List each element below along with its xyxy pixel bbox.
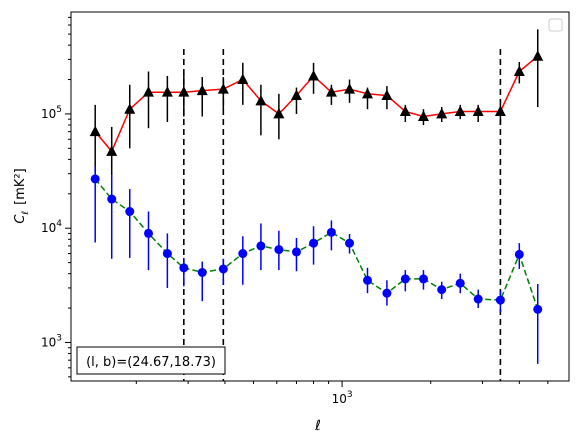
annotation-box: (l, b)=(24.67,18.73) — [76, 346, 226, 375]
axes-frame — [70, 11, 570, 382]
data-point-circle — [382, 288, 392, 298]
data-point-triangle — [178, 86, 190, 97]
y-axis-label-main: C — [13, 214, 28, 224]
annotation-text: (l, b)=(24.67,18.73) — [86, 355, 216, 370]
data-point-triangle — [399, 105, 411, 117]
data-point-triangle — [344, 83, 356, 94]
data-point-circle — [125, 207, 135, 217]
data-point-circle — [274, 245, 284, 255]
data-point-circle — [345, 238, 355, 248]
data-point-circle — [473, 294, 483, 304]
data-point-triangle — [217, 83, 229, 94]
x-tick-label: 103 — [332, 390, 353, 406]
data-point-triangle — [106, 145, 118, 156]
data-point-circle — [107, 194, 117, 204]
data-point-circle — [179, 263, 189, 273]
data-point-triangle — [89, 125, 101, 137]
data-point-circle — [514, 249, 524, 259]
data-point-triangle — [308, 69, 320, 81]
data-point-circle — [418, 274, 428, 284]
x-tick-label-base: 10 — [332, 392, 347, 406]
data-point-triangle — [381, 89, 393, 100]
data-point-circle — [238, 249, 248, 259]
y-tick-label-exponent: 4 — [56, 219, 62, 229]
y-tick-label: 103 — [41, 333, 62, 349]
y-tick-label-exponent: 3 — [56, 333, 62, 343]
data-point-triangle — [513, 65, 525, 77]
data-point-triangle — [255, 94, 267, 106]
data-point-triangle — [273, 107, 285, 119]
data-point-circle — [256, 241, 266, 251]
y-tick-label-base: 10 — [41, 335, 56, 349]
y-tick-label: 104 — [41, 219, 62, 235]
data-point-triangle — [417, 110, 429, 121]
y-tick-label-base: 10 — [41, 107, 56, 121]
y-axis-label: Cℓ [mK²] — [13, 168, 31, 223]
data-point-triangle — [142, 86, 154, 97]
data-point-circle — [495, 295, 505, 305]
data-point-circle — [437, 285, 447, 295]
data-point-triangle — [124, 103, 136, 114]
data-point-circle — [455, 278, 465, 288]
data-point-circle — [162, 249, 172, 259]
data-point-circle — [326, 227, 336, 237]
y-tick-label: 105 — [41, 105, 62, 121]
data-point-triangle — [325, 86, 337, 97]
data-point-circle — [533, 304, 543, 314]
data-point-triangle — [436, 107, 448, 119]
data-point-triangle — [532, 50, 544, 61]
y-axis-label-sub: ℓ — [21, 211, 31, 216]
series-2 — [90, 166, 543, 364]
data-point-circle — [143, 228, 153, 238]
data-point-circle — [400, 274, 410, 284]
data-point-triangle — [454, 105, 466, 117]
data-point-triangle — [290, 89, 302, 100]
data-point-circle — [197, 267, 207, 277]
data-point-triangle — [237, 73, 249, 85]
y-tick-label-base: 10 — [41, 221, 56, 235]
data-point-triangle — [494, 105, 506, 117]
data-point-circle — [362, 275, 372, 285]
x-axis-label: ℓ — [314, 418, 321, 434]
data-point-circle — [90, 174, 100, 184]
data-point-triangle — [161, 86, 173, 97]
x-tick-label-exponent: 3 — [347, 390, 353, 400]
data-point-circle — [291, 247, 301, 257]
y-tick-label-exponent: 5 — [56, 105, 62, 115]
data-point-circle — [218, 264, 228, 274]
data-point-triangle — [196, 84, 208, 96]
plot-content — [89, 29, 544, 381]
legend-box — [548, 18, 563, 32]
data-point-triangle — [361, 87, 373, 99]
data-point-triangle — [472, 105, 484, 117]
series-1 — [89, 29, 544, 176]
y-axis-label-unit: [mK²] — [13, 168, 28, 205]
svg-text:Cℓ[mK²]: Cℓ [mK²] — [13, 168, 31, 223]
data-point-circle — [309, 238, 319, 248]
